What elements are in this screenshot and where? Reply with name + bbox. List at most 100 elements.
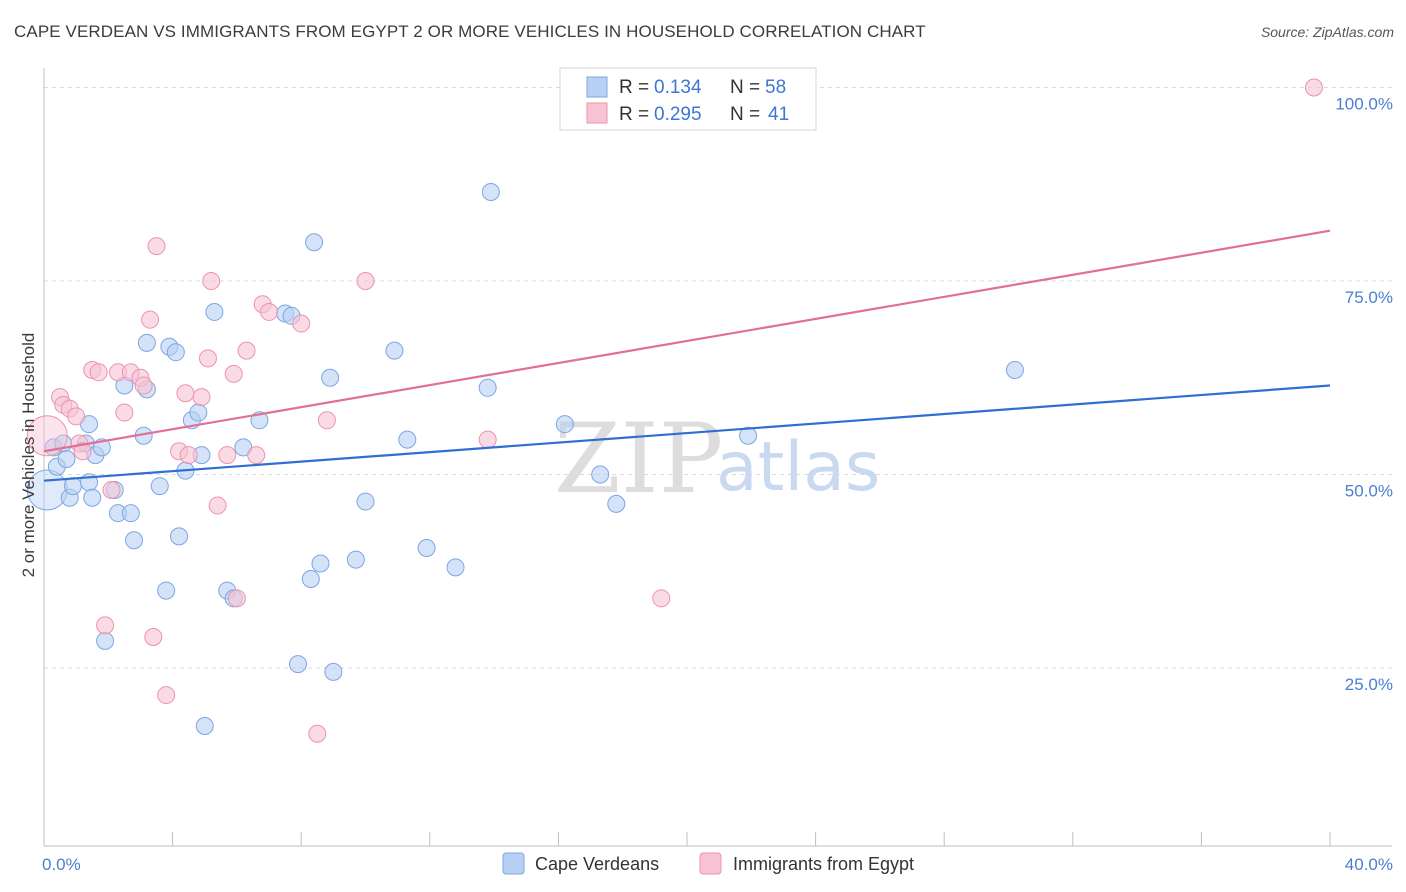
data-point [308, 724, 327, 743]
data-point [317, 411, 336, 430]
data-point [398, 430, 417, 449]
data-point [321, 368, 340, 387]
data-point [356, 492, 375, 511]
data-point [446, 558, 465, 577]
legend-n-value: 58 [765, 77, 786, 98]
data-point [607, 494, 626, 513]
data-point [189, 403, 208, 422]
trend-line-cape-verdeans [43, 384, 1331, 482]
bottom-legend-swatch-cape-verdeans [502, 852, 525, 875]
data-point [224, 364, 243, 383]
data-point [192, 388, 211, 407]
data-point [247, 446, 266, 465]
watermark: ZIP atlas [554, 403, 880, 515]
data-point [1005, 360, 1024, 379]
source-label: Source: ZipAtlas.com [1260, 24, 1394, 40]
data-point [417, 539, 436, 558]
data-point [385, 341, 404, 360]
data-point [260, 302, 279, 321]
legend-n-label: N = [730, 77, 760, 98]
data-point [179, 446, 198, 465]
y-tick-label: 100.0% [1335, 94, 1393, 113]
data-point [1304, 78, 1323, 97]
legend-r-label: R = [619, 77, 649, 98]
x-tick-label: 0.0% [42, 855, 81, 874]
data-point [147, 237, 166, 256]
data-point [478, 430, 497, 449]
data-point [157, 686, 176, 705]
data-point [144, 628, 163, 647]
data-point [195, 717, 214, 736]
data-point [555, 415, 574, 434]
series-immigrants-from-egypt [26, 78, 1323, 743]
data-point [478, 378, 497, 397]
data-point [237, 341, 256, 360]
y-tick-label: 75.0% [1345, 288, 1393, 307]
data-point [102, 480, 121, 499]
gridlines [44, 86, 1392, 669]
data-point [356, 271, 375, 290]
data-point [89, 363, 108, 382]
data-point [218, 446, 237, 465]
legend-n-value: 41 [768, 104, 789, 125]
data-point [63, 477, 82, 496]
bottom-legend-swatch-immigrants-from-egypt [699, 852, 722, 875]
data-point [137, 333, 156, 352]
y-tick-label: 50.0% [1345, 481, 1393, 500]
data-point [301, 569, 320, 588]
data-point [591, 465, 610, 484]
data-point [150, 477, 169, 496]
data-point [324, 662, 343, 681]
data-point [26, 415, 68, 457]
data-point [166, 343, 185, 362]
data-point [292, 314, 311, 333]
data-point [288, 655, 307, 674]
data-point [57, 450, 76, 468]
data-point [67, 407, 86, 426]
data-point [346, 550, 365, 569]
y-tick-label: 25.0% [1345, 675, 1393, 694]
bottom-legend-label-immigrants-from-egypt: Immigrants from Egypt [733, 854, 914, 874]
x-tick-label: 40.0% [1345, 855, 1393, 874]
data-point [96, 631, 115, 650]
data-point [205, 302, 224, 321]
legend-n-label: N = [730, 104, 760, 125]
data-point [134, 376, 153, 395]
legend-r-label: R = [619, 104, 649, 125]
data-point [739, 426, 758, 445]
data-point [115, 403, 134, 422]
data-point [202, 271, 221, 290]
data-point [141, 310, 160, 329]
data-point [227, 589, 246, 608]
data-point [176, 384, 195, 403]
legend-swatch-immigrants-from-egypt [586, 102, 608, 124]
data-point [481, 182, 500, 201]
data-point [96, 616, 115, 635]
y-axis-label: 2 or more Vehicles in Household [19, 333, 38, 578]
watermark-zip: ZIP [554, 403, 723, 515]
data-point [170, 527, 189, 546]
y-tick-labels: 25.0% 50.0% 75.0% 100.0% [1335, 94, 1393, 694]
bottom-legend: Cape Verdeans Immigrants from Egypt [502, 852, 914, 875]
trend-lines [43, 229, 1331, 482]
bottom-legend-label-cape-verdeans: Cape Verdeans [535, 854, 659, 874]
data-point [311, 554, 330, 573]
data-point [121, 504, 140, 523]
x-tick-labels: 0.0% 40.0% [42, 855, 1393, 874]
legend-r-value: 0.295 [654, 104, 702, 125]
data-point [125, 531, 144, 550]
data-point [83, 488, 102, 507]
data-point [73, 442, 92, 461]
series-cape-verdeans [26, 182, 1024, 736]
legend: R = 0.134 N = 58 R = 0.295 N = 41 [559, 67, 817, 131]
chart-title: CAPE VERDEAN VS IMMIGRANTS FROM EGYPT 2 … [14, 22, 926, 41]
data-point [305, 233, 324, 252]
axes [43, 68, 1392, 847]
data-point [208, 496, 227, 515]
data-point [157, 581, 176, 600]
legend-swatch-cape-verdeans [586, 76, 608, 98]
data-point [198, 349, 217, 368]
data-point [652, 589, 671, 608]
trend-line-immigrants-from-egypt [43, 229, 1331, 453]
